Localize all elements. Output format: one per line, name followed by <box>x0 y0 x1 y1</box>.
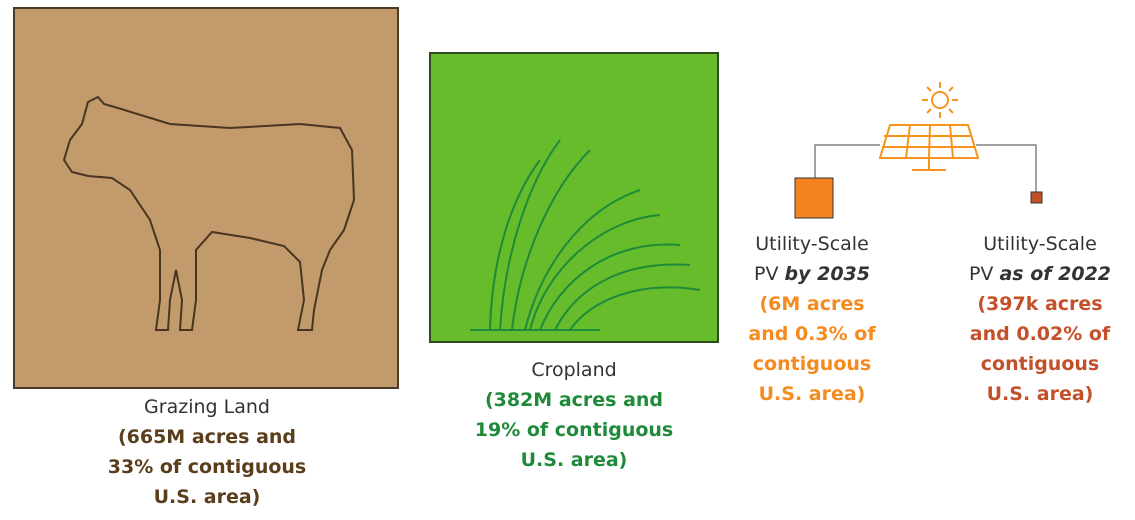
item-label: Grazing Land <box>144 396 270 418</box>
item-detail: U.S. area) <box>759 383 866 405</box>
item-label-emphasis: as of 2022 <box>999 263 1111 285</box>
item-detail: U.S. area) <box>987 383 1094 405</box>
item-label: PV <box>754 263 778 285</box>
pv-2035-square <box>794 177 834 219</box>
pv-2022-square <box>1030 191 1043 204</box>
item-detail: 19% of contiguous <box>475 419 673 441</box>
item-detail: (382M acres and <box>485 389 663 411</box>
item-detail: U.S. area) <box>154 486 261 508</box>
item-detail: contiguous <box>981 353 1099 375</box>
item-detail: and 0.02% of <box>970 323 1111 345</box>
grass-icon <box>470 139 701 331</box>
grazing-square <box>13 7 399 389</box>
sun-icon <box>922 82 958 118</box>
item-label: Utility-Scale <box>983 233 1097 255</box>
item-label: Utility-Scale <box>755 233 869 255</box>
item-label: PV <box>969 263 993 285</box>
item-label-emphasis: by 2035 <box>785 263 870 285</box>
item-detail: and 0.3% of <box>748 323 876 345</box>
item-detail: U.S. area) <box>521 449 628 471</box>
item-detail: (397k acres <box>977 293 1102 315</box>
item-detail: contiguous <box>753 353 871 375</box>
item-label: PV as of 2022 <box>969 263 1111 285</box>
item-label: Cropland <box>531 359 616 381</box>
cropland-square <box>429 52 719 343</box>
item-detail: (665M acres and <box>118 426 296 448</box>
connector <box>976 144 1037 192</box>
item-detail: 33% of contiguous <box>108 456 306 478</box>
item-label: PV by 2035 <box>754 263 870 285</box>
item-detail: (6M acres <box>759 293 864 315</box>
connector <box>814 144 880 178</box>
cow-icon <box>62 95 356 331</box>
solar-panel-icon <box>878 124 980 171</box>
